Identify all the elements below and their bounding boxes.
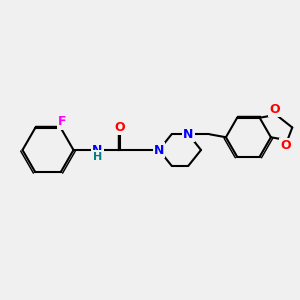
Text: N: N bbox=[92, 143, 103, 157]
Text: N: N bbox=[154, 143, 164, 157]
Text: F: F bbox=[58, 116, 67, 128]
Text: H: H bbox=[93, 152, 102, 162]
Text: O: O bbox=[280, 139, 291, 152]
Text: N: N bbox=[183, 128, 194, 141]
Text: O: O bbox=[115, 121, 125, 134]
Text: O: O bbox=[269, 103, 280, 116]
